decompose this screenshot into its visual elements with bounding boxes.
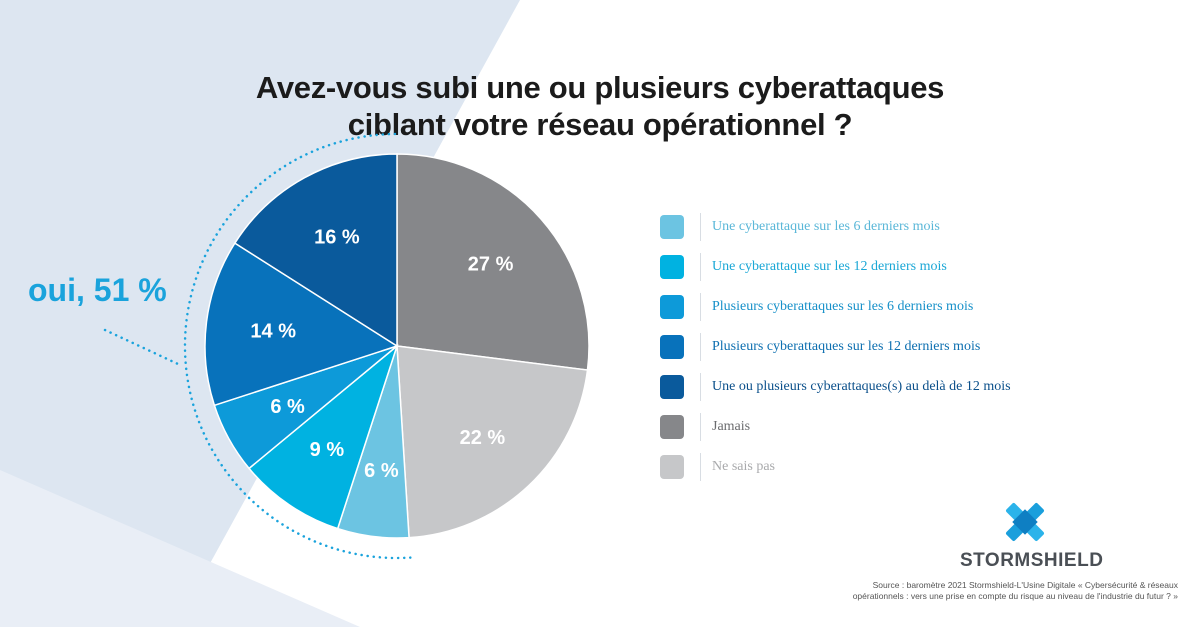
legend-item-1: Une cyberattaque sur les 6 derniers mois [660, 213, 1090, 253]
legend-separator [700, 253, 701, 281]
stormshield-logo: STORMSHIELD [960, 498, 1104, 572]
legend-label-3: Plusieurs cyberattaques sur les 6 dernie… [712, 299, 974, 314]
legend-label-1: Une cyberattaque sur les 6 derniers mois [712, 219, 940, 234]
legend-separator [700, 453, 701, 481]
legend: Une cyberattaque sur les 6 derniers mois… [660, 213, 1090, 493]
legend-swatch-2 [660, 255, 684, 279]
pie-slice-label-1: 27 % [468, 254, 514, 276]
pie-slice-label-4: 9 % [310, 439, 345, 461]
legend-item-2: Une cyberattaque sur les 12 derniers moi… [660, 253, 1090, 293]
chart-title-line-2: ciblant votre réseau opérationnel ? [347, 106, 853, 142]
pie-slice-2 [396, 345, 589, 539]
legend-item-4: Plusieurs cyberattaques sur les 12 derni… [660, 333, 1090, 373]
pie-slice-label-7: 16 % [314, 227, 360, 249]
legend-separator [700, 333, 701, 361]
pie-slice-label-6: 14 % [250, 320, 296, 342]
legend-separator [700, 213, 701, 241]
pie-slice-label-3: 6 % [364, 460, 399, 482]
legend-separator [700, 413, 701, 441]
chart-title: Avez-vous subi une ou plusieurs cyberatt… [200, 69, 1000, 143]
legend-label-4: Plusieurs cyberattaques sur les 12 derni… [712, 339, 981, 354]
pie-slice-label-5: 6 % [270, 396, 305, 418]
legend-swatch-4 [660, 335, 684, 359]
legend-item-7: Ne sais pas [660, 453, 1090, 493]
pie-slice-6 [204, 242, 399, 407]
oui-dotted-connector [103, 328, 180, 366]
pie-slice-1 [396, 153, 590, 371]
legend-item-5: Une ou plusieurs cyberattaques(s) au del… [660, 373, 1090, 413]
brand-name: STORMSHIELD [960, 550, 1104, 571]
legend-label-2: Une cyberattaque sur les 12 derniers moi… [712, 259, 947, 274]
source-line-1: Source : baromètre 2021 Stormshield-L'Us… [872, 580, 1178, 590]
oui-dotted-arc [183, 132, 412, 560]
legend-swatch-7 [660, 455, 684, 479]
legend-label-6: Jamais [712, 419, 751, 434]
pie-slice-4 [248, 343, 399, 530]
legend-separator [700, 293, 701, 321]
source-note: Source : baromètre 2021 Stormshield-L'Us… [800, 580, 1178, 602]
oui-annotation: oui, 51 % [28, 272, 167, 308]
pie-slice-7 [233, 153, 398, 348]
legend-swatch-1 [660, 215, 684, 239]
chart-title-line-1: Avez-vous subi une ou plusieurs cyberatt… [255, 69, 945, 105]
legend-item-6: Jamais [660, 413, 1090, 453]
legend-swatch-5 [660, 375, 684, 399]
source-line-2: opérationnels : vers une prise en compte… [852, 591, 1178, 601]
pie-slice-label-2: 22 % [460, 427, 506, 449]
legend-label-7: Ne sais pas [712, 459, 775, 474]
legend-separator [700, 373, 701, 401]
legend-swatch-6 [660, 415, 684, 439]
background-light-corner [0, 470, 360, 627]
legend-item-3: Plusieurs cyberattaques sur les 6 dernie… [660, 293, 1090, 333]
stormshield-shield-icon [1006, 503, 1044, 541]
legend-label-5: Une ou plusieurs cyberattaques(s) au del… [712, 379, 1011, 394]
legend-swatch-3 [660, 295, 684, 319]
